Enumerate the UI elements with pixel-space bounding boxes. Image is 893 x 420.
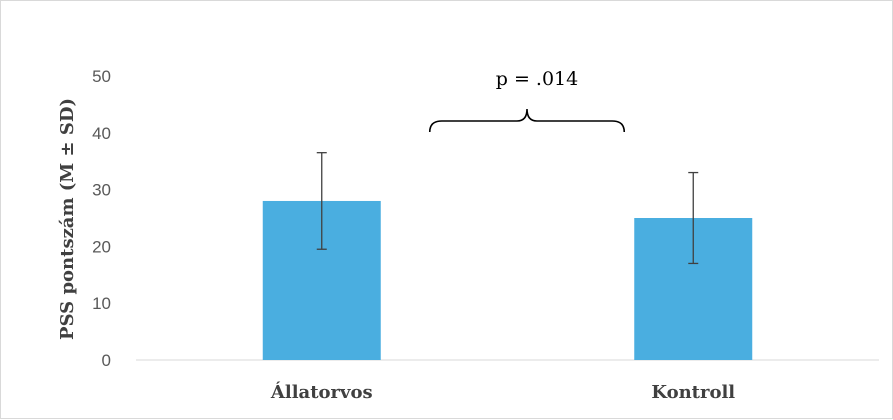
y-tick-label: 30	[92, 181, 111, 200]
p-value-annotation: p = .014	[496, 68, 578, 90]
error-bar	[688, 171, 699, 265]
x-category-label: Állatorvos	[270, 380, 373, 403]
y-tick-label: 10	[92, 294, 111, 313]
error-bar	[316, 152, 327, 250]
y-tick-label: 50	[92, 67, 111, 86]
x-axis-categories: Állatorvos Kontroll	[270, 380, 735, 403]
error-bars	[316, 152, 699, 265]
y-tick-label: 40	[92, 124, 111, 143]
significance-brace	[428, 108, 626, 133]
y-axis-ticks: 0 10 20 30 40 50	[92, 67, 111, 370]
y-tick-label: 0	[102, 351, 111, 370]
x-category-label: Kontroll	[651, 382, 735, 403]
y-tick-label: 20	[92, 237, 111, 256]
y-axis-label: PSS pontszám (M ± SD)	[57, 98, 78, 340]
bars	[262, 200, 753, 360]
